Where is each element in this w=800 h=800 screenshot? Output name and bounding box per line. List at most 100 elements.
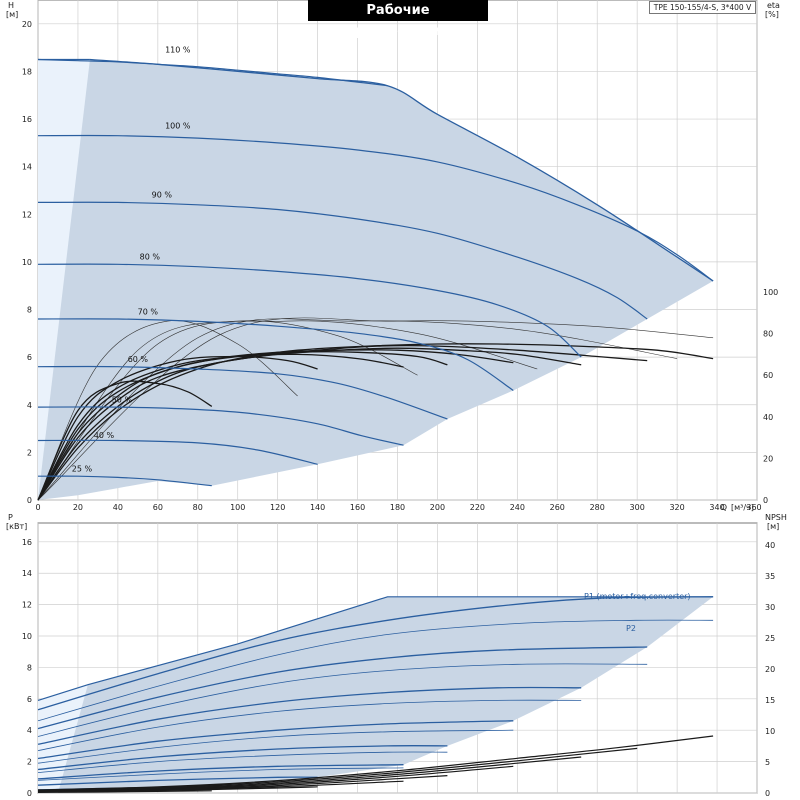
- speed-label: 110 %: [165, 45, 191, 54]
- efficiency-arc: [37, 320, 298, 501]
- y2-tick-label: 5: [765, 758, 770, 767]
- head-curve: [37, 475, 212, 487]
- p2-curve: [37, 663, 648, 737]
- p1-curve: [37, 720, 514, 760]
- y-tick-label: 8: [27, 663, 32, 672]
- y-tick-label: 6: [27, 695, 32, 704]
- y-axis-unit: [м]: [6, 10, 18, 19]
- y2-tick-label: 20: [763, 454, 773, 463]
- efficiency-curve: [37, 380, 213, 501]
- x-tick-label: 300: [630, 503, 645, 512]
- efficiency-curve: [37, 349, 514, 501]
- y-tick-label: 10: [22, 258, 32, 267]
- speed-label: 80 %: [140, 253, 161, 262]
- p1-curve: [37, 596, 714, 711]
- speed-label: 40 %: [94, 431, 115, 440]
- y-tick-label: 12: [22, 210, 32, 219]
- max-speed-boundary: [89, 58, 714, 282]
- y-tick-label: 10: [22, 632, 32, 641]
- y2-tick-label: 40: [765, 541, 775, 550]
- speed-label: 25 %: [72, 464, 93, 473]
- y-tick-label: 20: [22, 20, 32, 29]
- chart-title: Рабочие характеристики: [308, 0, 488, 39]
- efficiency-arc: [37, 317, 714, 501]
- y2-tick-label: 0: [765, 789, 770, 798]
- y-axis-label: P: [8, 513, 13, 522]
- y-tick-label: 6: [27, 353, 32, 362]
- y2-tick-label: 20: [765, 665, 775, 674]
- y-tick-label: 2: [27, 448, 32, 457]
- pump-model-label: TPE 150-155/4-S, 3*400 V: [649, 1, 756, 14]
- x-tick-label: 100: [230, 503, 245, 512]
- y-tick-label: 4: [27, 726, 32, 735]
- x-tick-label: 20: [73, 503, 83, 512]
- y2-axis-unit: [%]: [765, 10, 779, 19]
- head-curve: [37, 58, 388, 87]
- x-tick-label: 120: [270, 503, 285, 512]
- head-curve: [37, 406, 404, 446]
- efficiency-curve: [37, 355, 318, 501]
- x-tick-label: 0: [35, 503, 40, 512]
- npsh-curve: [37, 790, 212, 793]
- efficiency-curve: [37, 343, 714, 501]
- x-tick-label: 40: [113, 503, 123, 512]
- p2-curve: [37, 767, 404, 781]
- y-tick-label: 14: [22, 163, 32, 172]
- legend-p2: P2: [626, 624, 636, 633]
- y2-tick-label: 25: [765, 634, 775, 643]
- operating-region: [38, 59, 714, 500]
- p2-curve: [37, 619, 714, 722]
- efficiency-curve: [37, 353, 404, 501]
- low-flow-zone: [38, 59, 90, 501]
- max-power-boundary: [37, 596, 714, 701]
- head-curve: [37, 365, 448, 420]
- y-tick-label: 16: [22, 115, 32, 124]
- y-tick-label: 14: [22, 569, 32, 578]
- y-tick-label: 0: [27, 789, 32, 798]
- p1-curve: [37, 646, 648, 730]
- x-tick-label: 140: [310, 503, 325, 512]
- p1-curve: [37, 776, 318, 786]
- legend-p1: P1 (motor+freq.converter): [584, 592, 691, 601]
- x-tick-label: 320: [669, 503, 684, 512]
- head-curve: [37, 263, 582, 358]
- y2-axis-label: NPSH: [765, 513, 787, 522]
- x-tick-label: 240: [510, 503, 525, 512]
- x-tick-label: 220: [470, 503, 485, 512]
- y2-tick-label: 100: [763, 288, 778, 297]
- head-curve: [37, 318, 514, 391]
- speed-label: 50 %: [112, 395, 133, 404]
- head-curve: [37, 134, 714, 282]
- y-tick-label: 12: [22, 601, 32, 610]
- y-tick-label: 0: [27, 496, 32, 505]
- x-tick-label: 60: [153, 503, 163, 512]
- head-curve: [37, 201, 648, 320]
- p1-curve: [37, 686, 582, 745]
- y2-axis-label: eta: [767, 1, 780, 10]
- p2-curve: [37, 751, 448, 773]
- y2-tick-label: 35: [765, 572, 775, 581]
- x-tick-label: 80: [193, 503, 203, 512]
- y-tick-label: 16: [22, 538, 32, 547]
- y-tick-label: 4: [27, 401, 32, 410]
- y-tick-label: 8: [27, 306, 32, 315]
- y2-tick-label: 80: [763, 330, 773, 339]
- speed-label: 100 %: [165, 122, 191, 131]
- p2-curve: [37, 699, 582, 751]
- x-tick-label: 280: [590, 503, 605, 512]
- y-tick-label: 18: [22, 67, 32, 76]
- y2-tick-label: 60: [763, 371, 773, 380]
- x-tick-label: 200: [430, 503, 445, 512]
- x-tick-label: 160: [350, 503, 365, 512]
- y-axis-unit: [кВт]: [6, 522, 27, 531]
- y-axis-label: H: [8, 1, 14, 10]
- head-curve: [37, 439, 318, 465]
- y2-tick-label: 40: [763, 413, 773, 422]
- y2-tick-label: 0: [763, 496, 768, 505]
- y2-tick-label: 10: [765, 727, 775, 736]
- x-tick-label: 260: [550, 503, 565, 512]
- y2-axis-unit: [м]: [767, 522, 779, 531]
- speed-label: 70 %: [138, 307, 159, 316]
- p2-curve: [37, 729, 514, 764]
